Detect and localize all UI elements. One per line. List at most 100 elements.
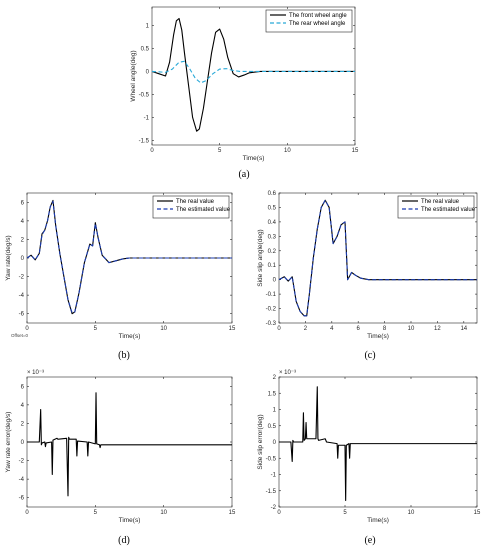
y-axis-label: Side slip angle(deg)	[257, 229, 264, 286]
y-tick-label: 0.4	[268, 220, 277, 226]
plot-frame	[278, 376, 478, 508]
y-tick-label: 2	[21, 237, 25, 243]
panel-label: (b)	[118, 350, 130, 361]
x-tick-label: 10	[408, 326, 415, 332]
x-tick-label: 14	[460, 326, 467, 332]
x-tick-label: 6	[357, 326, 361, 332]
x-tick-label: 15	[474, 510, 481, 516]
y-tick-label: -0.5	[139, 92, 150, 98]
y-tick-label: 0	[273, 440, 277, 446]
chart-b: 0 5 10 15 -6 -4 -2 0 2 4 6 Time(s) Yaw rate(deg/s) Th…	[5, 192, 236, 361]
y-tick-label: 2	[21, 421, 25, 427]
y-tick-label: 0	[21, 440, 25, 446]
x-tick-label: 0	[25, 510, 29, 516]
legend-label: The estimated value	[421, 207, 476, 213]
x-tick-label: 5	[218, 148, 222, 154]
plot-frame	[278, 192, 478, 324]
legend: The front wheel angle The rear wheel angl…	[265, 9, 353, 33]
series-line-1	[152, 17, 355, 132]
y-tick-label: 6	[21, 200, 25, 206]
series-line-2	[27, 200, 232, 314]
legend-label: The real value	[421, 199, 460, 205]
x-tick-label: 0	[25, 326, 29, 332]
panel-label: (e)	[364, 535, 375, 546]
legend-label: The estimated value	[176, 207, 231, 213]
x-tick-label: 0	[277, 510, 281, 516]
offset-note: Offset=0	[11, 333, 29, 338]
y-tick-label: 0	[146, 69, 150, 75]
y-tick-label: -6	[19, 312, 25, 318]
panel-label: (c)	[364, 350, 375, 361]
x-axis-label: Time(s)	[119, 517, 141, 524]
y-tick-label: 2	[273, 375, 277, 381]
x-tick-label: 0	[150, 148, 154, 154]
y-tick-label: 0.1	[268, 263, 277, 269]
y-tick-label: -4	[19, 477, 25, 483]
x-tick-label: 4	[330, 326, 334, 332]
x-axis-label: Time(s)	[367, 517, 389, 524]
legend-box	[265, 9, 353, 33]
y-tick-label: 6	[21, 384, 25, 390]
x-tick-label: 15	[352, 148, 359, 154]
x-tick-label: 5	[94, 510, 98, 516]
x-tick-label: 10	[160, 326, 167, 332]
legend: The real value The estimated value	[152, 195, 231, 219]
x-tick-label: 10	[284, 148, 291, 154]
legend-label: The rear wheel angle	[289, 21, 346, 27]
chart-d: 0 5 10 15 -6 -4 -2 0 2 4 6 × 10⁻³ Time(s) Yaw rate er…	[5, 370, 236, 546]
y-exponent-label: × 10⁻³	[27, 370, 44, 376]
y-tick-label: -2	[19, 459, 25, 465]
y-tick-label: -6	[19, 496, 25, 502]
y-tick-label: -2	[271, 505, 277, 511]
y-axis-label: Wheel angle(deg)	[130, 50, 137, 101]
y-tick-label: 0	[21, 256, 25, 262]
panel-label: (a)	[238, 169, 249, 180]
x-tick-label: 2	[304, 326, 308, 332]
x-tick-label: 10	[408, 510, 415, 516]
x-tick-label: 0	[277, 326, 281, 332]
y-exponent-label: × 10⁻³	[279, 370, 296, 376]
y-tick-label: -2	[19, 275, 25, 281]
series-line-1	[27, 392, 232, 497]
y-tick-label: 1	[273, 408, 277, 414]
y-tick-label: 4	[21, 219, 25, 225]
x-tick-label: 15	[229, 326, 236, 332]
y-tick-label: -0.3	[266, 321, 277, 327]
y-axis-label: Yaw rate error(deg/s)	[5, 412, 12, 473]
y-tick-label: 4	[21, 403, 25, 409]
y-tick-label: -1.5	[139, 138, 150, 144]
chart-a: 0 5 10 15 -1.5 -1 -0.5 0 0.5 1 Time(s) Wheel angle(…	[130, 6, 359, 180]
y-axis-label: Side slip error(deg)	[257, 414, 264, 469]
y-tick-label: 0	[273, 278, 277, 284]
x-tick-label: 15	[229, 510, 236, 516]
y-tick-label: 0.5	[268, 205, 277, 211]
y-tick-label: -1	[144, 115, 150, 121]
series-line-2	[152, 60, 355, 84]
x-axis-label: Time(s)	[367, 333, 389, 340]
y-tick-label: -0.5	[266, 456, 277, 462]
plot-frame	[151, 6, 356, 146]
x-tick-label: 10	[160, 510, 167, 516]
plot-frame	[26, 376, 233, 508]
y-tick-label: 1.5	[268, 391, 277, 397]
x-tick-label: 8	[383, 326, 387, 332]
legend: The real value The estimated value	[397, 195, 476, 219]
x-axis-label: Time(s)	[119, 333, 141, 340]
chart-e: 0 5 10 15 -2 -1.5 -1 -0.5 0 0.5 1 1.5 2× 10⁻³ Time(s)…	[257, 370, 481, 546]
y-axis-label: Yaw rate(deg/s)	[5, 235, 12, 280]
y-tick-label: -4	[19, 293, 25, 299]
y-tick-label: 0.6	[268, 191, 277, 197]
y-tick-label: 0.5	[141, 46, 150, 52]
legend-label: The front wheel angle	[289, 13, 347, 19]
y-tick-label: 0.5	[268, 424, 277, 430]
y-tick-label: -0.1	[266, 292, 277, 298]
panel-label: (d)	[118, 535, 130, 546]
series-line-2	[279, 199, 477, 317]
x-axis-label: Time(s)	[243, 155, 265, 162]
x-tick-label: 5	[343, 510, 347, 516]
chart-c: 0 2 4 6 8 10 12 14 -0.3 -0.2 -0.1 0 0.1 0.2 0.3 0.4 0.5 0…	[257, 191, 478, 361]
y-tick-label: -1.5	[266, 489, 277, 495]
y-tick-label: 0.2	[268, 249, 277, 255]
x-tick-label: 12	[434, 326, 441, 332]
